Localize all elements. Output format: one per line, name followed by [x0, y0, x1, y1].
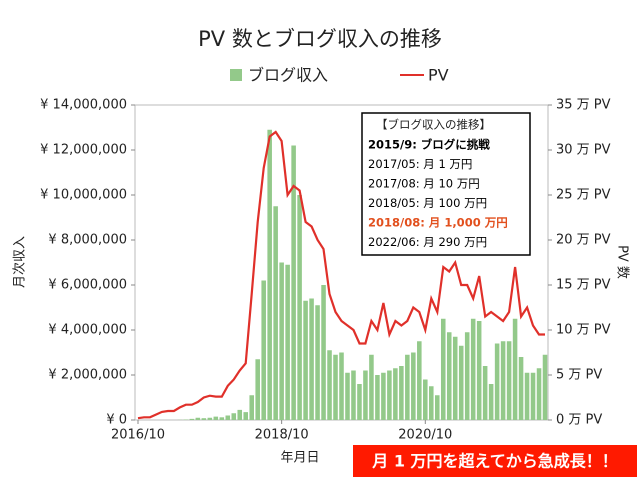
bar	[213, 416, 219, 420]
x-tick-label: 2020/10	[398, 428, 452, 443]
y2-tick-label: 10 万 PV	[556, 323, 611, 338]
annotation-line: 2022/06: 月 290 万円	[368, 235, 487, 249]
y2-tick-label: 20 万 PV	[556, 233, 611, 248]
bar	[387, 370, 392, 420]
callout-text: 月 1 万円を超えてから急成長！！	[371, 452, 617, 471]
bar	[381, 372, 386, 420]
y2-axis-label: PV 数	[615, 245, 630, 279]
bar	[393, 368, 398, 420]
bar	[231, 413, 237, 420]
bar	[494, 343, 500, 420]
bar	[464, 332, 470, 420]
bar	[446, 332, 452, 420]
bar	[542, 354, 548, 420]
bar	[536, 368, 542, 420]
bar	[315, 305, 320, 420]
bar	[291, 145, 296, 420]
annotation-line: 2018/05: 月 100 万円	[368, 196, 487, 210]
bar	[327, 350, 332, 420]
y-tick-label: ¥ 6,000,000	[48, 278, 127, 293]
bar	[482, 366, 488, 420]
annotation-line: 2015/9: ブログに挑戦	[368, 138, 490, 152]
bar	[243, 412, 249, 420]
legend-label: ブログ収入	[248, 66, 328, 85]
x-axis-label: 年月日	[280, 451, 319, 466]
bar	[195, 417, 201, 420]
y2-tick-label: 35 万 PV	[556, 98, 611, 113]
y-tick-label: ¥ 12,000,000	[40, 143, 127, 158]
bar	[434, 395, 440, 420]
y-tick-label: ¥ 0	[106, 413, 127, 428]
annotation-title: 【ブログ収入の推移】	[376, 118, 491, 132]
annotation-box	[361, 112, 531, 256]
y-tick-label: ¥ 8,000,000	[48, 233, 127, 248]
bar	[273, 206, 278, 420]
bar	[189, 418, 195, 420]
y-axis-label: 月次収入	[12, 236, 28, 288]
bar	[255, 359, 260, 420]
y2-tick-label: 5 万 PV	[556, 368, 602, 383]
bar	[452, 336, 458, 420]
bar	[237, 409, 243, 420]
callout-box	[353, 445, 637, 477]
bar	[524, 372, 530, 420]
bar	[423, 379, 428, 420]
bar	[225, 415, 231, 420]
bar	[345, 372, 350, 420]
annotation-line: 2018/08: 月 1,000 万円	[368, 216, 508, 230]
y2-tick-label: 15 万 PV	[556, 278, 611, 293]
bar	[429, 386, 434, 420]
y2-tick-label: 0 万 PV	[556, 413, 602, 428]
bar	[279, 262, 284, 420]
bar	[500, 341, 506, 420]
bar	[321, 285, 326, 420]
bar	[219, 417, 225, 420]
bar	[339, 352, 344, 420]
legend-swatch	[230, 69, 242, 81]
bar	[530, 372, 536, 420]
bar	[375, 375, 380, 420]
bar	[411, 352, 416, 420]
bar	[488, 384, 494, 420]
y-tick-label: ¥ 14,000,000	[40, 98, 127, 113]
x-tick-label: 2016/10	[111, 428, 165, 443]
bar	[363, 370, 368, 420]
chart-title: PV 数とブログ収入の推移	[198, 27, 442, 51]
y-tick-label: ¥ 2,000,000	[48, 368, 127, 383]
bar	[351, 370, 356, 420]
bar	[201, 418, 207, 420]
annotation-line: 2017/05: 月 1 万円	[368, 157, 472, 171]
bar	[399, 366, 404, 420]
bar	[285, 264, 290, 420]
bar	[297, 195, 302, 420]
bar	[357, 384, 362, 420]
bar	[512, 318, 518, 420]
legend-label: PV	[428, 66, 449, 85]
y2-tick-label: 25 万 PV	[556, 188, 611, 203]
bar	[333, 354, 338, 420]
bar	[261, 280, 266, 420]
bar	[417, 341, 422, 420]
bar	[518, 357, 524, 420]
bar	[506, 341, 512, 420]
bar	[470, 318, 476, 420]
bar	[458, 345, 464, 420]
annotation-line: 2017/08: 月 10 万円	[368, 177, 480, 191]
bar	[207, 417, 213, 420]
x-tick-label: 2018/10	[255, 428, 309, 443]
y-tick-label: ¥ 10,000,000	[40, 188, 127, 203]
bar	[440, 318, 446, 420]
y-tick-label: ¥ 4,000,000	[48, 323, 127, 338]
line	[137, 130, 545, 420]
y2-tick-label: 30 万 PV	[556, 143, 611, 158]
bar	[476, 321, 482, 420]
bar	[249, 395, 254, 420]
bar	[369, 354, 374, 420]
bar	[303, 300, 308, 420]
bar	[267, 129, 272, 420]
bar	[405, 354, 410, 420]
bar	[309, 298, 314, 420]
